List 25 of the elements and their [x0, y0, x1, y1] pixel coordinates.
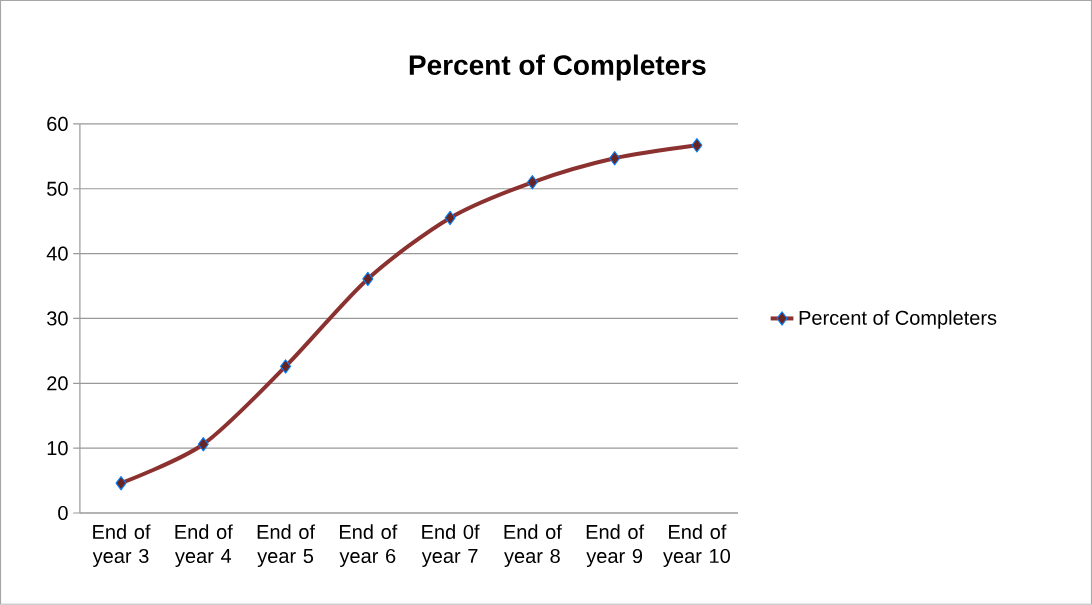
x-tick-label: End of year 10 — [663, 524, 731, 568]
point — [526, 175, 538, 190]
y-tick-label: 0 — [58, 505, 68, 521]
point — [362, 271, 374, 287]
y-tick-label: 10 — [47, 441, 68, 456]
x-tick-label: End of year 6 — [339, 524, 398, 568]
point — [691, 138, 703, 153]
x-tick-label: End of year 3 — [92, 524, 151, 568]
y-tick-label: 20 — [47, 376, 68, 391]
x-tick-label: End 0f year 7 — [421, 524, 480, 568]
x-tick-label: End of year 4 — [174, 524, 233, 568]
chart-title: Percent of Completers — [409, 54, 706, 81]
point — [197, 437, 209, 452]
y-tick-label: 40 — [46, 246, 68, 261]
y-tick-label: 50 — [47, 181, 68, 196]
point — [609, 151, 621, 166]
x-tick-label: End of year 9 — [586, 524, 645, 568]
point — [444, 210, 456, 226]
legend-label: Percent of Completers — [799, 310, 997, 329]
x-tick-label: End of year 5 — [257, 524, 316, 568]
y-tick-label: 60 — [47, 116, 68, 132]
point — [115, 476, 127, 491]
y-tick-label: 30 — [47, 311, 68, 326]
x-tick-label: End of year 8 — [504, 524, 562, 568]
point — [280, 359, 292, 374]
